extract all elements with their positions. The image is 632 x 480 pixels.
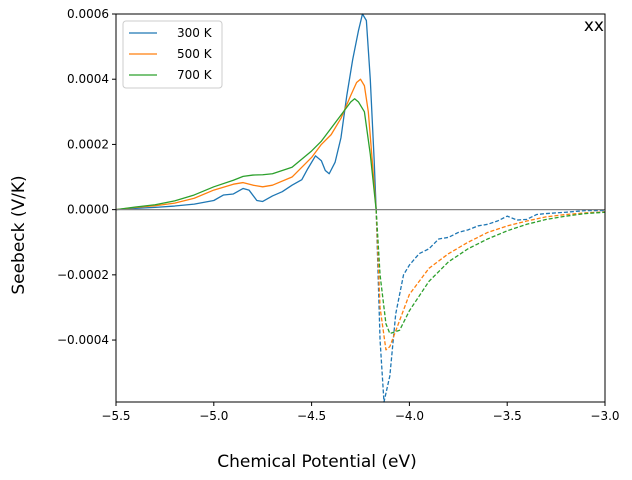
y-tick-label: −0.0004 — [57, 333, 109, 347]
y-tick-label: 0.0000 — [67, 203, 109, 217]
series-line-1-negative — [375, 209, 606, 351]
x-axis-ticks: −5.5 −5.0 −4.5 −4.0 −3.5 −3.0 — [101, 402, 620, 423]
legend: 300 K 500 K 700 K — [122, 20, 223, 89]
x-tick-label: −3.5 — [493, 409, 522, 423]
x-tick-label: −4.0 — [395, 409, 424, 423]
series-line-2-negative — [375, 209, 606, 335]
corner-label: xx — [584, 16, 604, 36]
y-tick-label: 0.0006 — [67, 7, 109, 21]
series-line-1-positive — [115, 78, 377, 211]
x-tick-label: −5.5 — [101, 409, 130, 423]
y-tick-label: −0.0002 — [57, 268, 109, 282]
legend-label-2: 700 K — [177, 68, 213, 82]
x-tick-label: −3.0 — [590, 409, 619, 423]
plot-frame — [115, 13, 606, 403]
legend-label-0: 300 K — [177, 26, 213, 40]
y-axis-ticks: −0.0004 −0.0002 0.0000 0.0002 0.0004 0.0006 — [57, 7, 116, 347]
series-line-2-positive — [115, 98, 377, 211]
y-tick-label: 0.0002 — [67, 137, 109, 151]
legend-box — [122, 20, 223, 89]
x-tick-label: −5.0 — [199, 409, 228, 423]
series-layer — [115, 13, 606, 403]
legend-label-1: 500 K — [177, 47, 213, 61]
series-line-0-negative — [375, 209, 605, 403]
y-axis-label: Seebeck (V/K) — [9, 175, 29, 294]
x-axis-label: Chemical Potential (eV) — [217, 452, 417, 472]
x-tick-label: −4.5 — [297, 409, 326, 423]
series-line-0-positive — [115, 13, 377, 211]
y-tick-label: 0.0004 — [67, 72, 109, 86]
